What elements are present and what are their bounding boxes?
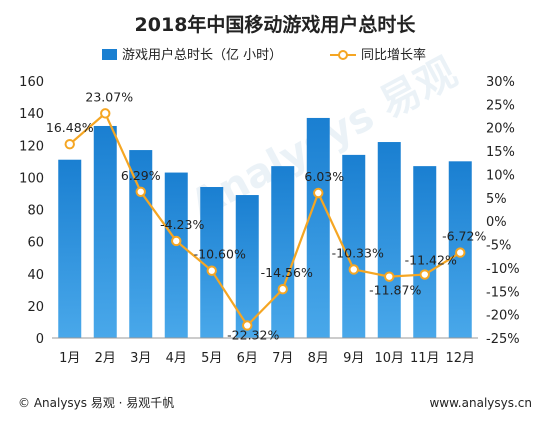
legend-bar-label: 游戏用户总时长（亿 小时） <box>122 47 282 63</box>
bar <box>377 142 401 338</box>
bar <box>58 159 82 338</box>
growth-rate-label: -14.56% <box>261 265 313 280</box>
line-data-labels: 16.48% 23.07% 6.29% -4.23% -10.60% -22.32% -14… <box>46 89 487 342</box>
y-right-tick-label: 15% <box>486 145 515 160</box>
growth-rate-marker <box>135 186 146 197</box>
bar <box>413 166 437 338</box>
bar <box>164 172 188 338</box>
bar <box>306 117 330 338</box>
y-left-tick-label: 40 <box>27 268 44 283</box>
growth-rate-marker <box>419 269 430 280</box>
growth-rate-marker <box>242 320 253 331</box>
x-tick-label: 9月 <box>343 351 364 366</box>
x-tick-label: 12月 <box>445 351 475 366</box>
growth-rate-label: 16.48% <box>46 120 94 135</box>
growth-rate-label: 6.03% <box>304 169 344 184</box>
y-left-tick-label: 160 <box>19 75 44 90</box>
growth-rate-marker <box>64 138 75 150</box>
growth-rate-label: 6.29% <box>121 168 161 183</box>
y-right-tick-label: 20% <box>486 122 515 137</box>
y-left-tick-label: 80 <box>27 204 44 219</box>
growth-rate-marker <box>348 264 359 275</box>
y-right-tick-label: 25% <box>486 98 515 113</box>
bar-series <box>58 117 472 338</box>
y-axis-right: 30% 25% 20% 15% 10% 5% 0% -5% -10% -15% -20% -25% <box>486 75 520 347</box>
y-left-tick-label: 0 <box>36 332 44 347</box>
y-axis-left: 0 20 40 60 80 100 120 140 160 <box>19 75 44 347</box>
x-tick-label: 7月 <box>272 351 293 366</box>
y-left-tick-label: 100 <box>19 171 44 186</box>
y-left-tick-label: 20 <box>27 300 44 315</box>
y-left-tick-label: 120 <box>19 139 44 154</box>
bar <box>342 154 366 338</box>
growth-rate-marker <box>455 247 466 258</box>
x-tick-label: 10月 <box>374 351 404 366</box>
growth-rate-label: -10.60% <box>194 247 246 262</box>
x-tick-label: 5月 <box>201 351 222 366</box>
y-right-tick-label: 5% <box>486 192 507 207</box>
y-right-tick-label: 0% <box>486 215 507 230</box>
growth-rate-label: -11.42% <box>405 253 457 268</box>
x-tick-label: 8月 <box>308 351 329 366</box>
x-tick-label: 4月 <box>166 351 187 366</box>
y-left-tick-label: 140 <box>19 107 44 122</box>
legend-line-label: 同比增长率 <box>361 47 426 63</box>
footer-source: © Analysys 易观 · 易观千帆 <box>18 395 174 410</box>
growth-rate-marker <box>313 187 324 199</box>
growth-rate-marker <box>277 284 288 295</box>
growth-rate-label: -4.23% <box>160 217 204 232</box>
y-right-tick-label: -25% <box>486 332 520 347</box>
y-right-tick-label: -20% <box>486 309 520 324</box>
y-right-tick-label: -15% <box>486 285 520 300</box>
legend: 游戏用户总时长（亿 小时） 同比增长率 <box>102 47 426 63</box>
y-right-tick-label: -5% <box>486 239 511 254</box>
bar <box>200 187 224 338</box>
chart-title: 2018年中国移动游戏用户总时长 <box>135 13 417 36</box>
growth-rate-label: -22.32% <box>227 327 279 342</box>
growth-rate-label: 23.07% <box>85 89 133 104</box>
bar <box>235 195 259 338</box>
bar <box>271 166 295 338</box>
x-tick-label: 6月 <box>237 351 258 366</box>
x-tick-label: 2月 <box>95 351 116 366</box>
growth-rate-marker <box>100 108 111 119</box>
x-axis: 1月 2月 3月 4月 5月 6月 7月 8月 9月 10月 11月 12月 <box>59 351 475 366</box>
y-left-tick-label: 60 <box>27 236 44 251</box>
growth-rate-line <box>69 111 461 328</box>
growth-rate-label: -11.87% <box>369 283 421 298</box>
bar <box>93 125 117 338</box>
y-right-tick-label: 30% <box>486 75 515 90</box>
growth-rate-marker <box>384 271 395 282</box>
line-series <box>64 108 466 331</box>
y-right-tick-label: -10% <box>486 262 520 277</box>
legend-line-marker <box>338 50 348 60</box>
legend-bar-swatch <box>102 49 117 60</box>
x-tick-label: 1月 <box>59 351 80 366</box>
bar <box>129 150 153 338</box>
y-right-tick-label: 10% <box>486 168 515 183</box>
growth-rate-label: -6.72% <box>442 229 486 244</box>
footer-website: www.analysys.cn <box>429 396 532 410</box>
growth-rate-marker <box>206 265 217 276</box>
growth-rate-marker <box>171 235 182 247</box>
x-tick-label: 3月 <box>130 351 151 366</box>
x-tick-label: 11月 <box>410 351 440 366</box>
growth-rate-label: -10.33% <box>332 245 384 260</box>
